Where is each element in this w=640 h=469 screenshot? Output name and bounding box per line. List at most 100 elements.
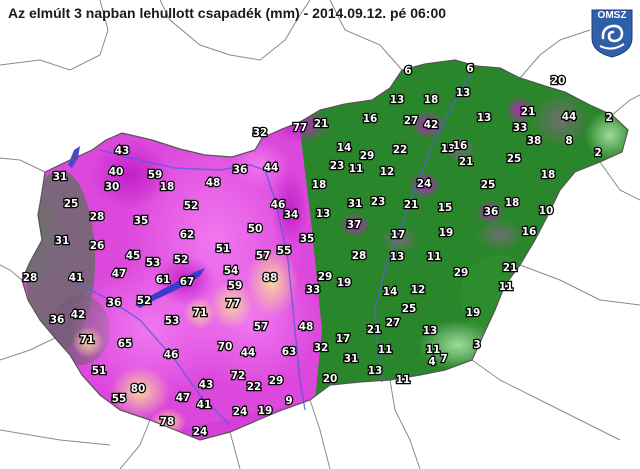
- station-value-label: 28: [90, 211, 105, 223]
- station-value-label: 18: [160, 181, 175, 193]
- station-value-label: 19: [337, 277, 352, 289]
- station-value-label: 38: [527, 135, 542, 147]
- station-value-label: 21: [404, 199, 419, 211]
- station-value-label: 9: [285, 395, 292, 407]
- station-value-label: 57: [256, 250, 271, 262]
- station-value-label: 51: [92, 365, 107, 377]
- station-value-label: 71: [193, 307, 208, 319]
- station-value-label: 44: [562, 111, 577, 123]
- station-value-label: 36: [233, 164, 248, 176]
- station-value-label: 21: [503, 262, 518, 274]
- station-value-label: 71: [80, 334, 95, 346]
- station-value-label: 23: [330, 160, 345, 172]
- station-value-label: 51: [216, 243, 231, 255]
- station-value-label: 29: [269, 375, 284, 387]
- station-value-label: 55: [112, 393, 127, 405]
- station-value-label: 29: [454, 267, 469, 279]
- station-value-label: 11: [427, 251, 442, 263]
- station-value-label: 30: [105, 181, 120, 193]
- station-value-label: 80: [131, 383, 146, 395]
- station-value-label: 55: [277, 245, 292, 257]
- station-value-label: 35: [300, 233, 315, 245]
- station-value-label: 28: [352, 250, 367, 262]
- station-value-label: 50: [248, 223, 263, 235]
- station-value-label: 67: [180, 276, 195, 288]
- station-value-label: 53: [146, 257, 161, 269]
- station-value-label: 33: [306, 284, 321, 296]
- station-value-label: 11: [378, 344, 393, 356]
- station-value-label: 41: [197, 399, 212, 411]
- station-value-label: 18: [424, 94, 439, 106]
- station-value-label: 18: [505, 197, 520, 209]
- station-value-label: 11: [426, 344, 441, 356]
- station-value-label: 45: [126, 250, 141, 262]
- station-value-label: 44: [241, 347, 256, 359]
- station-value-label: 3: [473, 339, 480, 351]
- station-value-label: 59: [228, 280, 243, 292]
- station-value-label: 6: [404, 65, 411, 77]
- station-value-label: 57: [254, 321, 269, 333]
- station-value-label: 18: [312, 179, 327, 191]
- omsz-swirl-logo-icon: [591, 9, 633, 58]
- station-value-label: 40: [109, 166, 124, 178]
- station-value-label: 24: [417, 178, 432, 190]
- station-value-label: 54: [224, 265, 239, 277]
- station-value-label: 65: [118, 338, 133, 350]
- station-value-label: 88: [263, 272, 278, 284]
- station-value-label: 72: [231, 370, 246, 382]
- station-value-label: 13: [477, 112, 492, 124]
- station-value-label: 34: [284, 209, 299, 221]
- station-value-label: 62: [180, 229, 195, 241]
- station-value-label: 43: [199, 379, 214, 391]
- station-value-label: 61: [156, 274, 171, 286]
- station-value-label: 21: [367, 324, 382, 336]
- hungary-border: [21, 59, 629, 441]
- station-value-label: 16: [522, 226, 537, 238]
- station-value-label: 14: [383, 286, 398, 298]
- station-value-label: 22: [247, 381, 262, 393]
- station-value-label: 20: [323, 373, 338, 385]
- station-value-label: 22: [393, 144, 408, 156]
- station-value-label: 47: [112, 268, 127, 280]
- station-value-label: 10: [539, 205, 554, 217]
- logo-text: OMSZ: [597, 10, 627, 21]
- station-value-label: 24: [193, 426, 208, 438]
- station-value-label: 17: [336, 333, 351, 345]
- station-value-label: 32: [253, 127, 268, 139]
- station-value-label: 52: [137, 295, 152, 307]
- station-value-label: 32: [314, 342, 329, 354]
- station-value-label: 4: [428, 356, 435, 368]
- station-value-label: 44: [264, 162, 279, 174]
- station-value-label: 42: [71, 309, 86, 321]
- station-value-label: 25: [402, 303, 417, 315]
- station-value-label: 13: [390, 251, 405, 263]
- station-value-label: 31: [348, 198, 363, 210]
- station-value-label: 19: [466, 307, 481, 319]
- station-value-label: 13: [390, 94, 405, 106]
- lake-balaton: [135, 268, 205, 308]
- station-value-label: 25: [481, 179, 496, 191]
- station-value-label: 36: [50, 314, 65, 326]
- station-value-label: 27: [386, 317, 401, 329]
- station-value-label: 18: [541, 169, 556, 181]
- station-value-label: 13: [368, 365, 383, 377]
- station-value-label: 78: [160, 416, 175, 428]
- station-value-label: 29: [318, 271, 333, 283]
- lake-ferto: [68, 146, 80, 168]
- station-value-label: 24: [233, 406, 248, 418]
- station-value-label: 13: [423, 325, 438, 337]
- station-value-label: 7: [440, 353, 447, 365]
- station-value-label: 31: [55, 235, 70, 247]
- station-value-label: 12: [380, 166, 395, 178]
- station-value-label: 36: [484, 206, 499, 218]
- station-value-label: 41: [69, 272, 84, 284]
- station-value-label: 63: [282, 346, 297, 358]
- omsz-logo: OMSZ: [590, 8, 634, 58]
- station-value-label: 11: [499, 281, 514, 293]
- station-value-label: 42: [424, 119, 439, 131]
- station-value-label: 21: [314, 118, 329, 130]
- station-value-label: 21: [459, 156, 474, 168]
